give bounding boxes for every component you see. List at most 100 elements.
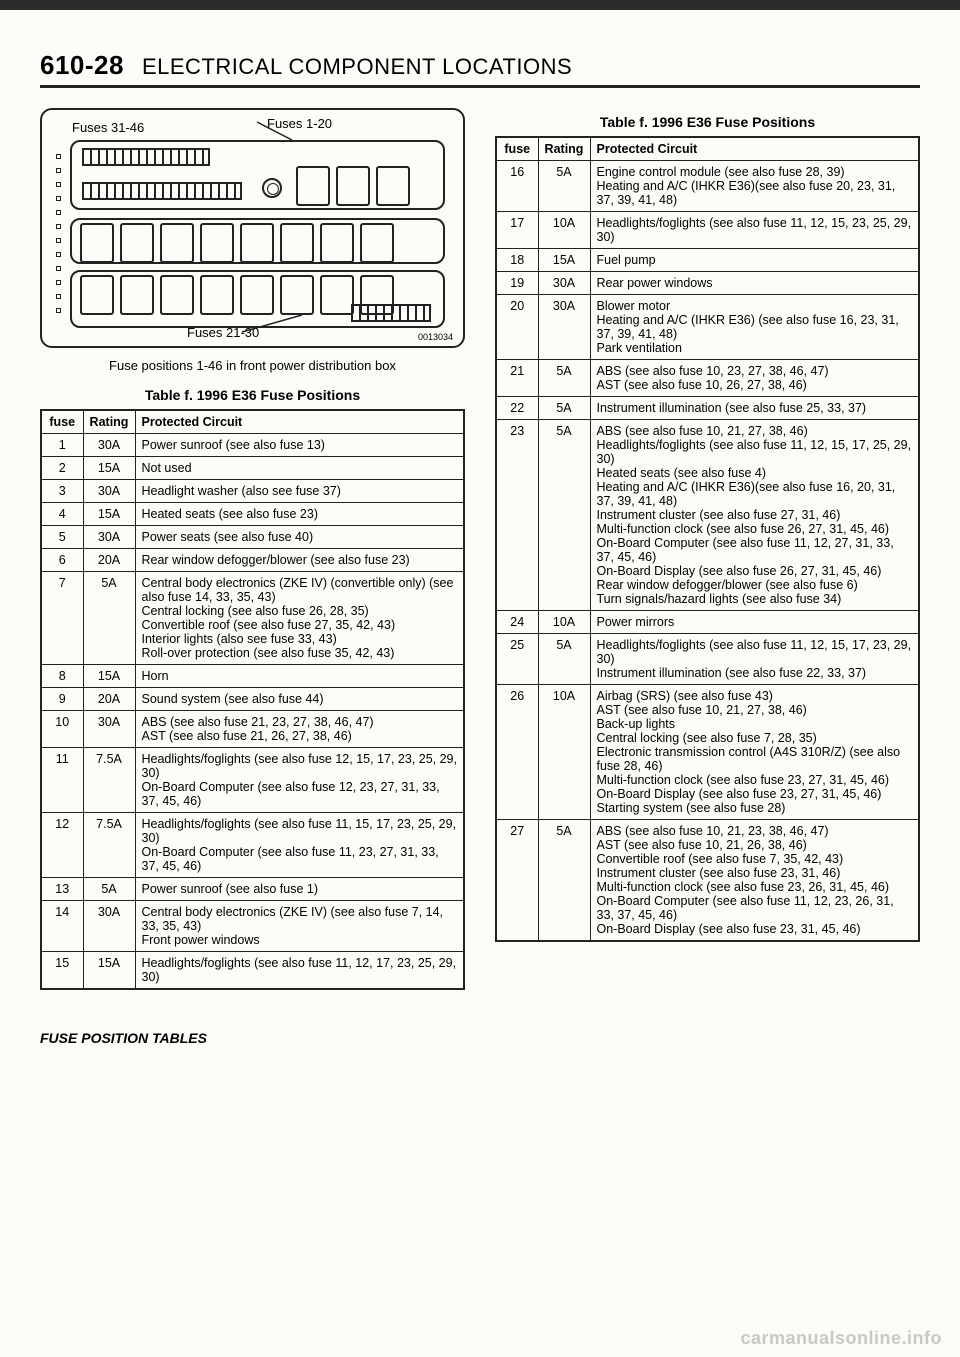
cell-rating: 30A — [538, 272, 590, 295]
table-row: 815AHorn — [41, 665, 464, 688]
cell-fuse: 27 — [496, 820, 538, 942]
cell-circuit: Headlight washer (also see fuse 37) — [135, 480, 464, 503]
cell-circuit: ABS (see also fuse 10, 21, 23, 38, 46, 4… — [590, 820, 919, 942]
cell-fuse: 19 — [496, 272, 538, 295]
cell-rating: 5A — [83, 572, 135, 665]
cell-circuit: Horn — [135, 665, 464, 688]
table-row: 165AEngine control module (see also fuse… — [496, 161, 919, 212]
table-row: 530APower seats (see also fuse 40) — [41, 526, 464, 549]
cell-rating: 10A — [538, 685, 590, 820]
cell-circuit: Fuel pump — [590, 249, 919, 272]
table-row: 215AABS (see also fuse 10, 23, 27, 38, 4… — [496, 360, 919, 397]
relay-row-upper — [296, 166, 410, 206]
cell-rating: 5A — [538, 420, 590, 611]
right-column: Table f. 1996 E36 Fuse Positions fuse Ra… — [495, 108, 920, 990]
cell-circuit: Not used — [135, 457, 464, 480]
cell-rating: 7.5A — [83, 813, 135, 878]
table-row: 2610AAirbag (SRS) (see also fuse 43) AST… — [496, 685, 919, 820]
fuse-strip-21-30 — [351, 304, 431, 322]
cell-circuit: Power sunroof (see also fuse 1) — [135, 878, 464, 901]
cell-circuit: ABS (see also fuse 21, 23, 27, 38, 46, 4… — [135, 711, 464, 748]
cell-circuit: ABS (see also fuse 10, 23, 27, 38, 46, 4… — [590, 360, 919, 397]
cell-circuit: Power mirrors — [590, 611, 919, 634]
th-circuit: Protected Circuit — [590, 137, 919, 161]
fuse-table-right: fuse Rating Protected Circuit 165AEngine… — [495, 136, 920, 942]
page-title: ELECTRICAL COMPONENT LOCATIONS — [142, 54, 572, 80]
diagram-middle-housing — [70, 218, 445, 264]
table-row: 1030AABS (see also fuse 21, 23, 27, 38, … — [41, 711, 464, 748]
cell-rating: 30A — [83, 526, 135, 549]
cell-fuse: 2 — [41, 457, 83, 480]
table-caption-right: Table f. 1996 E36 Fuse Positions — [495, 114, 920, 130]
fuse-diagram: Fuses 31-46 Fuses 1-20 Fuses 21-30 00130… — [40, 108, 465, 348]
table-row: 255AHeadlights/foglights (see also fuse … — [496, 634, 919, 685]
cell-fuse: 9 — [41, 688, 83, 711]
cell-rating: 15A — [83, 665, 135, 688]
th-rating: Rating — [83, 410, 135, 434]
table-header-row: fuse Rating Protected Circuit — [496, 137, 919, 161]
cell-circuit: ABS (see also fuse 10, 21, 27, 38, 46) H… — [590, 420, 919, 611]
table-row: 127.5AHeadlights/foglights (see also fus… — [41, 813, 464, 878]
table-row: 135APower sunroof (see also fuse 1) — [41, 878, 464, 901]
cell-circuit: Heated seats (see also fuse 23) — [135, 503, 464, 526]
fuse-strip-31-46 — [82, 148, 210, 166]
cell-fuse: 10 — [41, 711, 83, 748]
cell-fuse: 8 — [41, 665, 83, 688]
cell-rating: 20A — [83, 688, 135, 711]
left-column: Fuses 31-46 Fuses 1-20 Fuses 21-30 00130… — [40, 108, 465, 990]
cell-rating: 5A — [538, 634, 590, 685]
cell-fuse: 24 — [496, 611, 538, 634]
cell-rating: 5A — [538, 397, 590, 420]
table-row: 275AABS (see also fuse 10, 21, 23, 38, 4… — [496, 820, 919, 942]
table-row: 1815AFuel pump — [496, 249, 919, 272]
cell-fuse: 6 — [41, 549, 83, 572]
table-row: 1930ARear power windows — [496, 272, 919, 295]
table-row: 130APower sunroof (see also fuse 13) — [41, 434, 464, 457]
cell-fuse: 18 — [496, 249, 538, 272]
table-row: 330AHeadlight washer (also see fuse 37) — [41, 480, 464, 503]
cell-circuit: Blower motor Heating and A/C (IHKR E36) … — [590, 295, 919, 360]
cell-circuit: Headlights/foglights (see also fuse 11, … — [590, 634, 919, 685]
table-row: 620ARear window defogger/blower (see als… — [41, 549, 464, 572]
cell-fuse: 1 — [41, 434, 83, 457]
table-row: 117.5AHeadlights/foglights (see also fus… — [41, 748, 464, 813]
cell-fuse: 11 — [41, 748, 83, 813]
cell-fuse: 26 — [496, 685, 538, 820]
cell-fuse: 16 — [496, 161, 538, 212]
cell-fuse: 17 — [496, 212, 538, 249]
cell-circuit: Headlights/foglights (see also fuse 11, … — [135, 952, 464, 990]
cell-rating: 30A — [83, 480, 135, 503]
cell-circuit: Instrument illumination (see also fuse 2… — [590, 397, 919, 420]
cell-circuit: Central body electronics (ZKE IV) (see a… — [135, 901, 464, 952]
cell-fuse: 13 — [41, 878, 83, 901]
cell-circuit: Headlights/foglights (see also fuse 11, … — [135, 813, 464, 878]
cell-rating: 5A — [538, 161, 590, 212]
cell-fuse: 20 — [496, 295, 538, 360]
cell-rating: 30A — [83, 434, 135, 457]
table-caption-left: Table f. 1996 E36 Fuse Positions — [40, 387, 465, 403]
cell-rating: 7.5A — [83, 748, 135, 813]
cell-circuit: Rear power windows — [590, 272, 919, 295]
table-row: 75ACentral body electronics (ZKE IV) (co… — [41, 572, 464, 665]
th-fuse: fuse — [41, 410, 83, 434]
cell-fuse: 12 — [41, 813, 83, 878]
th-rating: Rating — [538, 137, 590, 161]
cell-rating: 30A — [83, 901, 135, 952]
cell-circuit: Power sunroof (see also fuse 13) — [135, 434, 464, 457]
cell-fuse: 15 — [41, 952, 83, 990]
cell-circuit: Rear window defogger/blower (see also fu… — [135, 549, 464, 572]
table-row: 215ANot used — [41, 457, 464, 480]
cell-circuit: Power seats (see also fuse 40) — [135, 526, 464, 549]
table-row: 1710AHeadlights/foglights (see also fuse… — [496, 212, 919, 249]
watermark: carmanualsonline.info — [740, 1328, 942, 1349]
cell-fuse: 4 — [41, 503, 83, 526]
cell-fuse: 25 — [496, 634, 538, 685]
fuse-strip-1-20 — [82, 182, 242, 200]
cell-rating: 15A — [83, 457, 135, 480]
side-dots — [56, 154, 68, 322]
th-fuse: fuse — [496, 137, 538, 161]
cell-fuse: 3 — [41, 480, 83, 503]
table-row: 1430ACentral body electronics (ZKE IV) (… — [41, 901, 464, 952]
cell-circuit: Central body electronics (ZKE IV) (conve… — [135, 572, 464, 665]
relay-row-bot — [80, 275, 394, 315]
